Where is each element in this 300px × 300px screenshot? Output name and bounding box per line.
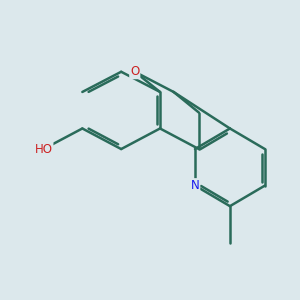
Text: N: N <box>190 179 200 192</box>
Text: O: O <box>130 65 140 78</box>
Text: HO: HO <box>34 142 52 156</box>
